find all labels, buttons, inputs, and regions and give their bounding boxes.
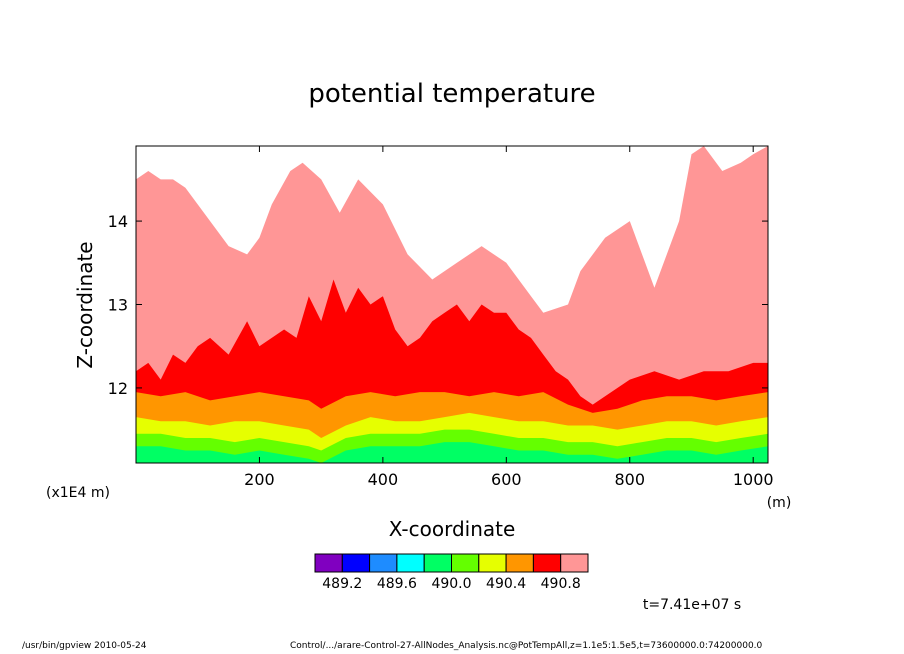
y-tick-label: 14 — [108, 212, 128, 231]
chart-title: potential temperature — [308, 79, 595, 109]
y-tick-label: 12 — [108, 379, 128, 398]
x-tick-label: 400 — [368, 470, 399, 489]
x-tick-label: 1000 — [733, 470, 774, 489]
footer-right: Control/.../arare-Control-27-AllNodes_An… — [290, 641, 763, 651]
colorbar-swatch — [478, 553, 507, 573]
colorbar-label: 490.0 — [431, 576, 471, 592]
x-tick-label: 800 — [614, 470, 645, 489]
colorbar-swatch — [451, 553, 480, 573]
axis-ticks: 200 400 600 800 1000 12 13 14 — [108, 146, 774, 489]
colorbar-label: 490.8 — [541, 576, 581, 592]
y-scale-label: (x1E4 m) — [46, 485, 110, 501]
colorbar-label: 489.2 — [322, 576, 362, 592]
x-tick-label: 200 — [244, 470, 275, 489]
fill-489.8-490.0 — [136, 442, 768, 463]
colorbar-swatch — [505, 553, 534, 573]
colorbar-label: 490.4 — [486, 576, 526, 592]
footer-left: /usr/bin/gpview 2010-05-24 — [22, 641, 147, 651]
y-axis-label: Z-coordinate — [73, 241, 97, 368]
plot-area — [136, 146, 768, 463]
colorbar-swatch — [423, 553, 453, 573]
colorbar-swatch — [532, 553, 562, 573]
x-tick-label: 600 — [491, 470, 522, 489]
colorbar-swatch — [314, 553, 343, 573]
x-unit-label: (m) — [767, 495, 792, 511]
x-axis-label: X-coordinate — [389, 517, 516, 541]
colorbar-swatch — [560, 553, 589, 573]
colorbar-label: 489.6 — [377, 576, 417, 592]
colorbar-swatch — [369, 553, 398, 573]
time-label: t=7.41e+07 s — [643, 597, 741, 613]
colorbar-legend: 489.2 489.6 490.0 490.4 490.8 — [314, 553, 589, 592]
y-tick-label: 13 — [108, 296, 128, 315]
colorbar-swatch — [396, 553, 425, 573]
colorbar-swatch — [341, 553, 371, 573]
